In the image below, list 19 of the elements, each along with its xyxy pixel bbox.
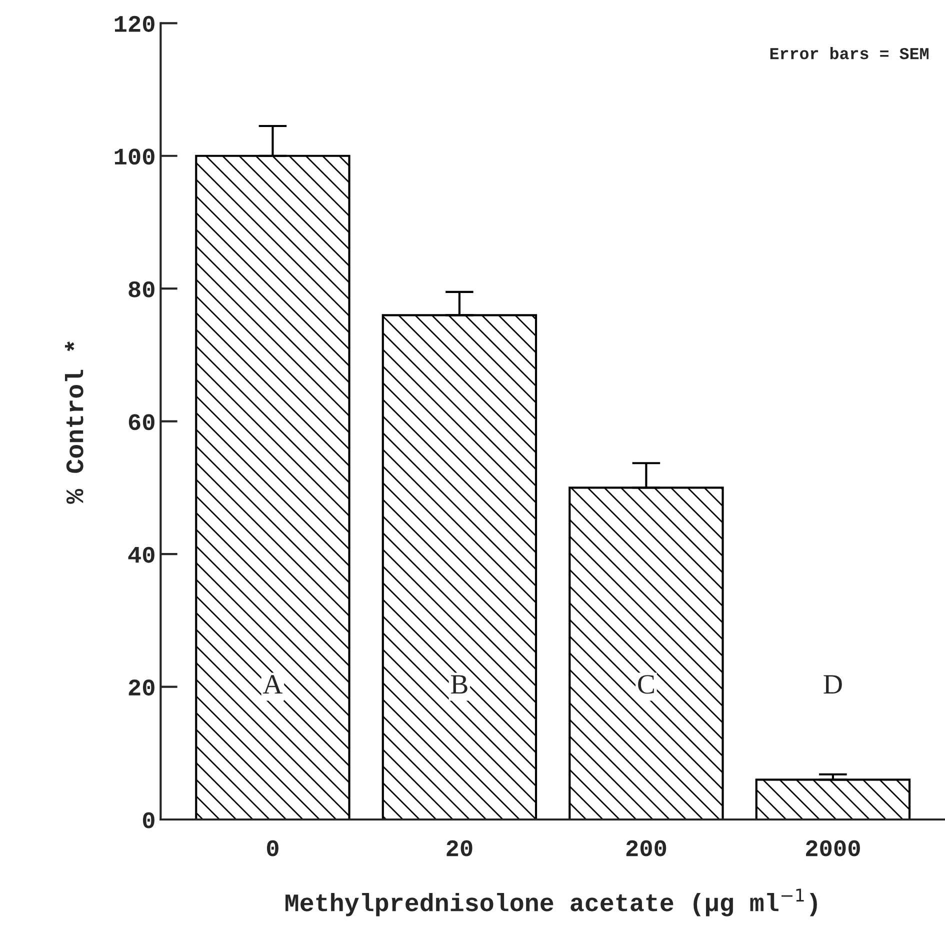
annotation: A — [262, 675, 283, 694]
y-tick-label: 100 — [114, 148, 154, 165]
annotation: B — [450, 675, 468, 694]
y-tick-label: 60 — [128, 414, 154, 430]
y-tick-label: 80 — [128, 281, 154, 298]
bar — [755, 778, 911, 820]
annotation: D — [824, 675, 842, 694]
y-tick-label: 20 — [128, 680, 154, 696]
x-tick-label: 200 — [626, 840, 666, 856]
y-tick-label: 0 — [142, 812, 154, 828]
annotation: C — [638, 675, 654, 694]
x-tick-label: 0 — [266, 840, 278, 856]
x-axis-title: Methylprednisolone acetate (μg ml$^{−1}$) — [286, 888, 817, 916]
x-tick-label: 2000 — [806, 840, 860, 856]
y-tick-label: 40 — [128, 546, 154, 563]
annotation: Error bars = SEM — [770, 47, 928, 60]
x-tick-label: 20 — [446, 840, 472, 856]
y-tick-label: 120 — [114, 16, 154, 32]
y-axis-title: % Control * — [64, 342, 84, 504]
